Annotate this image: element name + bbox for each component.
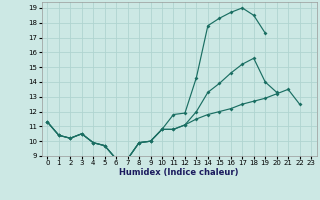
X-axis label: Humidex (Indice chaleur): Humidex (Indice chaleur) (119, 168, 239, 177)
